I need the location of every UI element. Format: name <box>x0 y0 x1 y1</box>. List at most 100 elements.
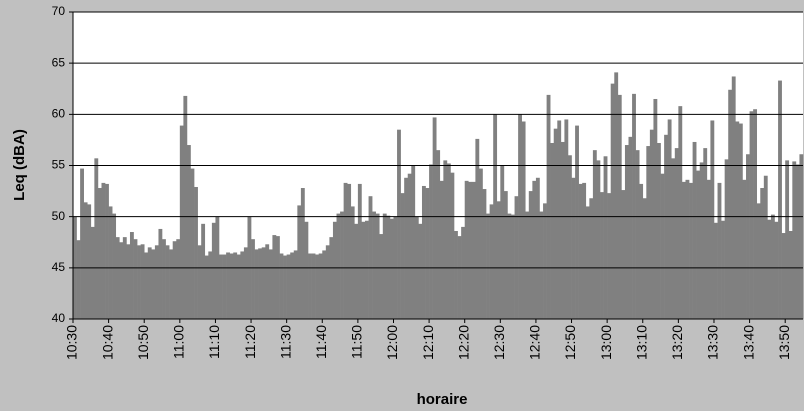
bar <box>621 190 626 319</box>
x-tick-label: 13:10 <box>633 325 649 360</box>
x-tick-label: 12:00 <box>384 325 400 360</box>
bar <box>564 119 569 319</box>
bar <box>446 163 451 319</box>
bar <box>268 249 273 319</box>
bar <box>685 179 690 319</box>
bar <box>799 154 804 319</box>
bar <box>735 121 740 319</box>
bar <box>76 240 81 319</box>
bar <box>674 148 679 319</box>
bar <box>158 228 163 319</box>
bar <box>229 253 234 319</box>
x-tick-label: 12:40 <box>527 325 543 360</box>
y-axis-label: Leq (dBA) <box>11 129 28 201</box>
bar <box>781 233 786 319</box>
bar <box>347 183 352 319</box>
bar <box>592 150 597 319</box>
x-tick-label: 11:00 <box>171 325 187 359</box>
bar <box>354 223 359 319</box>
bar <box>222 254 227 319</box>
bar <box>315 254 320 319</box>
bar <box>151 249 156 319</box>
bar <box>535 177 540 319</box>
bar <box>407 173 412 319</box>
bar <box>471 181 476 319</box>
x-tick-label: 12:50 <box>562 325 578 360</box>
bar <box>475 138 480 319</box>
bar <box>635 150 640 319</box>
bar <box>304 221 309 319</box>
x-tick-label: 13:00 <box>598 325 614 360</box>
bar <box>503 191 508 319</box>
bar <box>80 168 84 319</box>
bar <box>254 249 259 319</box>
bar <box>397 129 401 319</box>
bar <box>738 123 743 319</box>
bar <box>194 186 198 319</box>
bar <box>507 213 512 319</box>
bar <box>439 180 444 319</box>
bar <box>308 253 312 319</box>
x-tick-label: 13:20 <box>669 325 685 360</box>
bar <box>603 156 608 319</box>
bar <box>728 89 733 319</box>
bar <box>489 204 494 319</box>
bar <box>115 237 120 319</box>
bar <box>343 182 348 319</box>
bar <box>290 252 295 319</box>
bar <box>300 188 305 319</box>
bar <box>83 202 88 319</box>
bar <box>525 211 530 319</box>
bar <box>365 220 369 319</box>
bar <box>600 192 604 319</box>
bar <box>379 234 384 319</box>
x-tick-label: 13:50 <box>776 325 792 360</box>
bar <box>774 221 779 319</box>
bar <box>521 121 526 319</box>
bar <box>778 80 782 320</box>
bar <box>749 111 754 319</box>
bar <box>297 205 302 319</box>
bar <box>649 129 654 319</box>
y-tick-label: 45 <box>52 260 66 274</box>
bar <box>318 253 323 319</box>
bar <box>553 128 558 319</box>
bar <box>258 248 263 319</box>
bar <box>133 239 138 319</box>
bar <box>261 247 266 319</box>
bar <box>418 223 423 319</box>
bar <box>382 213 387 319</box>
bar <box>742 179 747 319</box>
bar <box>785 160 790 319</box>
bar <box>204 255 209 319</box>
bar <box>756 203 761 319</box>
x-tick-label: 10:40 <box>99 325 115 360</box>
bar <box>767 219 772 319</box>
bar <box>639 183 644 319</box>
bar <box>97 188 102 319</box>
bar <box>653 98 658 319</box>
bar <box>372 211 376 319</box>
bar <box>760 188 765 319</box>
bar <box>329 237 334 319</box>
bar <box>550 142 555 319</box>
bar <box>144 252 149 319</box>
bar <box>436 150 441 319</box>
bar <box>190 168 195 319</box>
y-tick-label: 50 <box>52 209 66 223</box>
x-tick-label: 12:30 <box>491 325 507 360</box>
bar <box>425 188 430 319</box>
bar <box>657 142 661 319</box>
bar <box>610 83 615 319</box>
bar <box>454 230 458 319</box>
bar <box>614 72 619 319</box>
bar <box>671 158 676 319</box>
bar <box>322 250 327 319</box>
bar <box>753 109 758 319</box>
bar <box>389 218 394 319</box>
bar <box>105 183 109 319</box>
bar <box>589 198 594 319</box>
bar <box>279 253 284 319</box>
bar <box>283 255 287 319</box>
